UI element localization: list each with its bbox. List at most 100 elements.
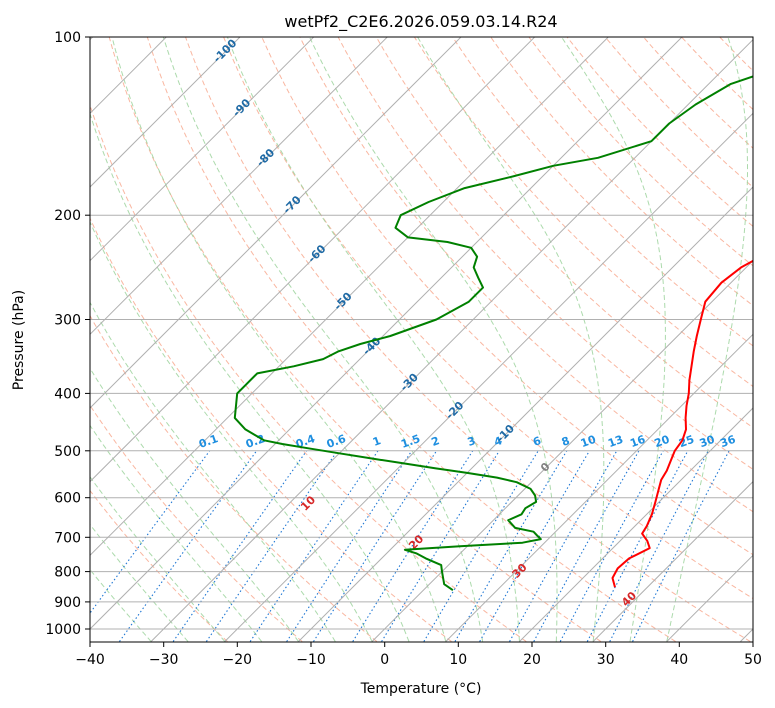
x-tick-label: −10	[296, 652, 326, 668]
temperature-line	[611, 259, 753, 588]
mixing-ratio-label: 1.5	[399, 432, 422, 451]
isotherm-label: -60	[305, 242, 328, 265]
isotherm-label: -70	[281, 193, 304, 216]
dry-adiabat-line	[413, 37, 753, 388]
x-axis-title: Temperature (°C)	[360, 681, 482, 697]
isotherm-line	[90, 37, 462, 409]
isotherm-line	[90, 37, 536, 483]
dry-adiabat-line	[223, 37, 753, 600]
dry-adiabat-line	[337, 37, 753, 470]
y-tick-label: 1000	[45, 622, 81, 638]
series-group	[233, 75, 753, 592]
mixing-ratio-label: 2	[430, 434, 442, 449]
y-tick-label: 300	[54, 313, 81, 329]
moist-adiabat-line	[561, 37, 666, 642]
mixing-ratio-label: 25	[677, 433, 696, 450]
mixing-ratio-label: 3	[466, 434, 478, 449]
dry-adiabat-line	[604, 37, 753, 188]
gridlines	[90, 37, 753, 642]
y-axis-title: Pressure (hPa)	[11, 290, 27, 390]
isotherm-line	[90, 37, 241, 188]
mixing-ratio-label: 13	[606, 433, 625, 450]
mixing-ratio-label: 36	[718, 433, 737, 451]
mixing-ratio-label: 10	[579, 433, 598, 451]
isotherm-line	[90, 37, 315, 262]
x-tick-label: 20	[523, 652, 541, 668]
mixing-ratio-line	[423, 450, 539, 642]
isotherm-label: -100	[211, 36, 240, 65]
mixing-ratio-label: 20	[653, 433, 672, 451]
isotherm-line	[90, 37, 168, 115]
x-tick-label: −40	[75, 652, 105, 668]
isotherm-line	[740, 628, 753, 642]
isotherm-line	[90, 37, 683, 630]
dry-adiabat-line	[90, 489, 228, 642]
x-tick-label: 50	[744, 652, 762, 668]
mixing-ratio-line	[313, 450, 438, 642]
mixing-ratio-label: 1	[371, 434, 383, 449]
moist-adiabat-line	[111, 37, 447, 642]
dry-adiabat-line	[758, 37, 775, 642]
dry-adiabat-label: 30	[510, 561, 530, 581]
background-lines	[90, 37, 775, 642]
isotherm-line	[371, 259, 753, 642]
x-tick-label: −30	[149, 652, 179, 668]
mixing-ratio-label: 4	[492, 434, 504, 449]
isotherm-line	[592, 480, 753, 642]
y-tick-label: 600	[54, 491, 81, 507]
mixing-ratio-line	[172, 450, 308, 642]
mixing-ratio-line	[509, 450, 618, 642]
mixing-ratio-line	[559, 450, 664, 642]
x-axis: −40 −30 −20 −10 0 10 20 30 40 50	[75, 642, 762, 668]
isotherm-line	[445, 333, 753, 642]
isotherm-line	[90, 37, 610, 557]
mixing-ratio-label: 0.2	[244, 432, 267, 451]
moist-adiabat-line	[666, 37, 748, 642]
isotherm-label: -80	[254, 146, 277, 169]
isotherm-line	[666, 554, 753, 642]
x-tick-label: 40	[670, 652, 688, 668]
dry-adiabat-line	[146, 37, 676, 642]
dry-adiabat-line	[185, 37, 751, 642]
y-tick-label: 400	[54, 386, 81, 402]
dry-adiabat-line	[490, 37, 753, 307]
dewpoint-line	[233, 75, 753, 592]
y-tick-label: 100	[54, 30, 81, 46]
moist-adiabat-line	[90, 476, 226, 642]
dry-adiabat-line	[90, 103, 527, 642]
dry-adiabat-line	[90, 404, 303, 642]
x-tick-label: 10	[449, 652, 467, 668]
moist-adiabat-line	[90, 112, 410, 642]
mixing-ratio-line	[632, 450, 730, 642]
dry-adiabat-line	[643, 37, 753, 149]
mixing-ratio-label: 16	[628, 433, 647, 451]
x-tick-label: 0	[380, 652, 389, 668]
chart-title: wetPf2_C2E6.2026.059.03.14.R24	[284, 12, 557, 32]
isotherm-line	[150, 38, 753, 642]
y-axis: 100 200 300 400 500 600 700 800 900 1000	[45, 30, 90, 638]
annotation-labels: 0.1 0.2 0.4 0.6 1 1.5 2 3 4 6 8 10 13 16 20 25 30 36-100-…	[197, 36, 738, 609]
mixing-ratio-line	[533, 450, 640, 642]
x-tick-label: 30	[597, 652, 615, 668]
dry-adiabat-label: 10	[298, 493, 318, 513]
mixing-ratio-line	[249, 450, 379, 642]
dry-adiabat-line	[375, 37, 753, 429]
moist-adiabat-line	[226, 37, 520, 642]
mixing-ratio-label: 6	[531, 434, 543, 449]
isotherm-label: -30	[398, 371, 421, 394]
mixing-ratio-line	[609, 450, 709, 642]
moist-adiabat-line	[309, 37, 558, 642]
dry-adiabat-line	[90, 314, 378, 642]
mixing-ratio-line	[286, 450, 413, 642]
mixing-ratio-label: 8	[560, 434, 572, 449]
isotherm-line	[298, 186, 753, 642]
moist-adiabat-line	[90, 301, 336, 642]
y-tick-label: 500	[54, 444, 81, 460]
y-tick-label: 200	[54, 208, 81, 224]
plot-frame	[89, 36, 754, 643]
moist-adiabat-line	[90, 424, 262, 642]
mixing-ratio-line	[381, 450, 500, 642]
dry-adiabat-line	[261, 37, 753, 556]
x-tick-label: −20	[223, 652, 253, 668]
